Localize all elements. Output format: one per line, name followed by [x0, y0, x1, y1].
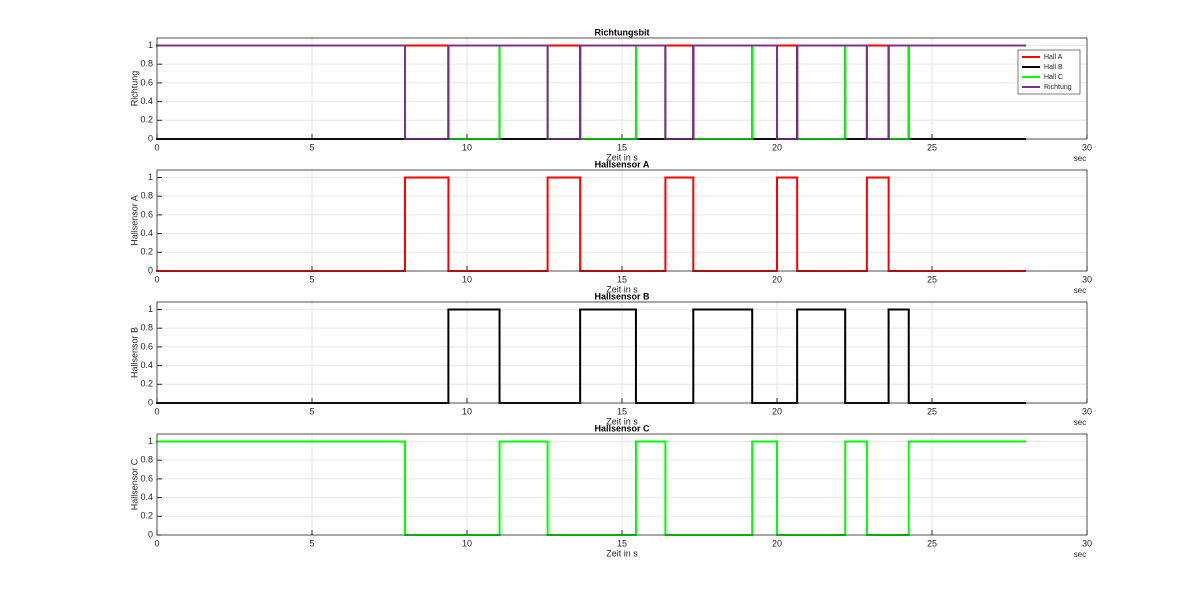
x-tick-label: 30 [1082, 274, 1092, 284]
legend-label: Hall A [1044, 54, 1063, 61]
y-axis-label: Richtung [129, 71, 139, 107]
y-axis-label: Hallsensor B [129, 327, 139, 378]
x-tick-label: 10 [462, 274, 472, 284]
y-tick-label: 1 [148, 436, 153, 446]
y-tick-label: 0.6 [140, 209, 153, 219]
x-tick-label: 25 [927, 274, 937, 284]
y-tick-label: 1 [148, 172, 153, 182]
y-tick-label: 0.6 [140, 341, 153, 351]
y-axis-label: Hallsensor C [129, 458, 139, 510]
x-tick-label: 25 [927, 406, 937, 416]
x-unit-label: sec [1074, 418, 1086, 427]
y-tick-label: 0.4 [140, 360, 153, 370]
y-tick-label: 0.8 [140, 59, 153, 69]
y-tick-label: 0.4 [140, 228, 153, 238]
x-tick-label: 20 [772, 406, 782, 416]
x-tick-label: 10 [462, 142, 472, 152]
y-tick-label: 0.8 [140, 323, 153, 333]
legend-label: Hall B [1044, 64, 1063, 71]
x-tick-label: 25 [927, 538, 937, 548]
y-tick-label: 0.8 [140, 191, 153, 201]
y-tick-label: 0.4 [140, 492, 153, 502]
y-tick-label: 0.2 [140, 247, 153, 257]
x-axis-label: Zeit in s [606, 548, 638, 558]
x-unit-label: sec [1074, 154, 1086, 163]
y-tick-label: 0.2 [140, 511, 153, 521]
legend-label: Richtung [1044, 84, 1072, 91]
y-tick-label: 0 [148, 397, 153, 407]
x-tick-label: 20 [772, 142, 782, 152]
y-tick-label: 0 [148, 265, 153, 275]
y-tick-label: 0.2 [140, 115, 153, 125]
x-unit-label: sec [1074, 550, 1086, 559]
y-tick-label: 0.2 [140, 379, 153, 389]
x-tick-label: 15 [617, 142, 627, 152]
x-tick-label: 15 [617, 274, 627, 284]
y-tick-label: 1 [148, 304, 153, 314]
x-tick-label: 20 [772, 274, 782, 284]
y-tick-label: 0 [148, 529, 153, 539]
axes-box [156, 433, 1088, 536]
axes-box [156, 301, 1088, 404]
subplot: 00.20.40.60.810 5 10 15 20 25 30RichtungsbitZe… [129, 27, 1092, 163]
x-tick-label: 0 [154, 142, 159, 152]
axes-box [156, 37, 1088, 140]
x-tick-label: 30 [1082, 406, 1092, 416]
chart-title: Richtungsbit [595, 27, 650, 37]
x-tick-label: 30 [1082, 142, 1092, 152]
x-tick-label: 5 [309, 538, 314, 548]
x-tick-label: 5 [309, 274, 314, 284]
y-axis-label: Hallsensor A [129, 195, 139, 246]
x-tick-label: 30 [1082, 538, 1092, 548]
chart-title: Hallsensor B [594, 291, 650, 301]
y-tick-label: 0.6 [140, 473, 153, 483]
x-tick-label: 10 [462, 538, 472, 548]
y-tick-label: 0 [148, 133, 153, 143]
chart-title: Hallsensor A [595, 159, 650, 169]
y-tick-label: 0.4 [140, 96, 153, 106]
x-unit-label: sec [1074, 286, 1086, 295]
y-tick-label: 0.8 [140, 455, 153, 465]
y-tick-label: 0.6 [140, 77, 153, 87]
x-axis-label: Zeit in s [606, 416, 638, 426]
chart-title: Hallsensor C [594, 423, 650, 433]
x-tick-label: 10 [462, 406, 472, 416]
x-tick-label: 20 [772, 538, 782, 548]
x-tick-label: 5 [309, 406, 314, 416]
x-axis-label: Zeit in s [606, 152, 638, 162]
x-axis-label: Zeit in s [606, 284, 638, 294]
x-tick-label: 5 [309, 142, 314, 152]
x-tick-label: 15 [617, 538, 627, 548]
x-tick-label: 15 [617, 406, 627, 416]
axes-box [156, 169, 1088, 272]
x-tick-label: 0 [154, 538, 159, 548]
x-tick-label: 0 [154, 274, 159, 284]
y-tick-label: 1 [148, 40, 153, 50]
legend-label: Hall C [1044, 74, 1063, 81]
x-tick-label: 0 [154, 406, 159, 416]
x-tick-label: 25 [927, 142, 937, 152]
